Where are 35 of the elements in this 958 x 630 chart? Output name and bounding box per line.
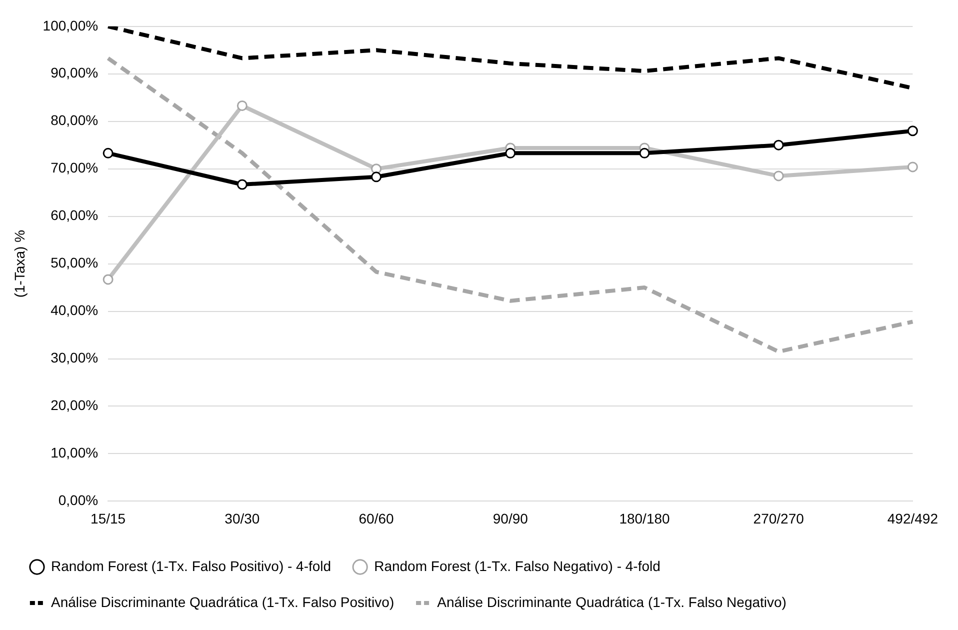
point: [102, 148, 114, 158]
point: [102, 274, 114, 285]
x-tick-label: 60/60: [358, 510, 394, 526]
point: [907, 126, 918, 136]
y-tick-label: 70,00%: [50, 160, 98, 176]
y-tick-label: 40,00%: [50, 302, 98, 318]
x-tick-label: 30/30: [224, 510, 260, 526]
y-tick-label: 10,00%: [50, 444, 98, 461]
point: [236, 179, 248, 190]
point: [907, 162, 918, 172]
x-tick-label: 492/492: [887, 510, 938, 526]
point: [773, 140, 784, 150]
y-axis-title: (1-Taxa) %: [11, 230, 28, 298]
y-tick-label: 60,00%: [50, 207, 98, 224]
y-tick-label: 100,00%: [42, 17, 98, 34]
x-tick-label: 90/90: [492, 510, 528, 526]
y-tick-label: 0,00%: [58, 492, 98, 508]
point: [639, 148, 650, 158]
point: [371, 172, 382, 182]
point: [236, 100, 248, 111]
legend-label: Análise Discriminante Quadrática (1-Tx. Falso Negativo): [437, 594, 786, 610]
y-tick-label: 30,00%: [50, 350, 98, 366]
x-tick-label: 270/270: [753, 510, 804, 526]
legend-label: Análise Discriminante Quadrática (1-Tx. Falso Positivo): [51, 594, 394, 610]
y-tick-label: 50,00%: [50, 254, 98, 271]
point: [773, 170, 784, 182]
legend-label: Random Forest (1-Tx. Falso Negativo) - 4-fold: [374, 558, 660, 574]
x-tick-label: 180/180: [619, 510, 670, 526]
y-tick-label: 20,00%: [50, 397, 98, 414]
point: [505, 148, 516, 158]
y-tick-label: 90,00%: [50, 64, 98, 81]
x-tick-label: 15/15: [90, 510, 126, 526]
legend-label: Random Forest (1-Tx. Falso Positivo) - 4-fold: [51, 558, 332, 574]
line-series: [106, 56, 915, 354]
y-tick-label: 80,00%: [50, 112, 98, 128]
